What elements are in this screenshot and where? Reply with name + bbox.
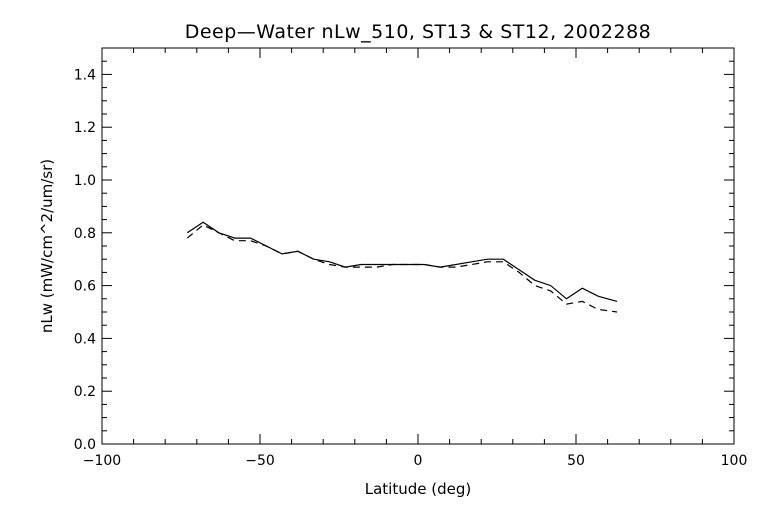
x-tick-label: −100: [83, 453, 121, 469]
x-tick-label: −50: [245, 453, 275, 469]
y-tick-label: 0.0: [74, 437, 96, 453]
x-tick-label: 50: [567, 453, 585, 469]
y-tick-label: 0.4: [74, 331, 96, 347]
x-tick-label: 0: [414, 453, 423, 469]
axis-ticks: [101, 47, 735, 445]
axis-tick-labels: −100 −50 0 50 100 0.0 0.2 0.4 0.6 0.8 1.0 1.2 1.4: [74, 67, 748, 469]
y-tick-label: 1.2: [74, 120, 96, 136]
series-line-solid: [186, 221, 618, 302]
y-tick-label: 0.2: [74, 384, 96, 400]
y-tick-label: 1.0: [74, 173, 96, 189]
y-tick-label: 0.8: [74, 226, 96, 242]
series-lines: [186, 221, 618, 313]
chart-title: Deep—Water nLw_510, ST13 & ST12, 2002288: [185, 21, 652, 43]
y-tick-label: 1.4: [74, 67, 96, 83]
x-tick-label: 100: [721, 453, 748, 469]
y-axis-label: nLw (mW/cm^2/um/sr): [38, 159, 56, 333]
y-tick-label: 0.6: [74, 279, 96, 295]
x-axis-label: Latitude (deg): [365, 480, 471, 498]
